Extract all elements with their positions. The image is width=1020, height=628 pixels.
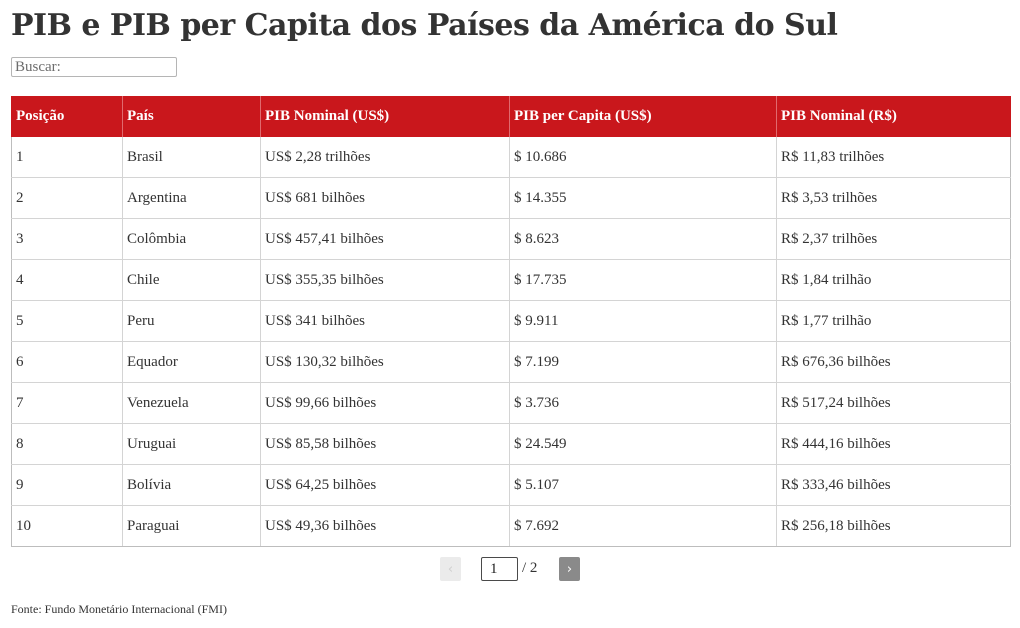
cell-pib-per-capita: $ 5.107	[509, 464, 777, 506]
page-number-input[interactable]	[481, 557, 518, 581]
chevron-right-icon: ›	[566, 561, 573, 577]
cell-pais: Chile	[122, 259, 261, 301]
table-row: 3 Colômbia US$ 457,41 bilhões $ 8.623 R$…	[11, 218, 1011, 260]
cell-pais: Argentina	[122, 177, 261, 219]
prev-page-button[interactable]: ‹	[440, 557, 461, 581]
cell-pib-nominal-brl: R$ 676,36 bilhões	[776, 341, 1011, 383]
source-note: Fonte: Fundo Monetário Internacional (FM…	[11, 602, 227, 616]
cell-pib-nominal-usd: US$ 341 bilhões	[260, 300, 510, 342]
cell-pib-per-capita: $ 9.911	[509, 300, 777, 342]
cell-pib-per-capita: $ 10.686	[509, 137, 777, 178]
cell-pib-nominal-usd: US$ 457,41 bilhões	[260, 218, 510, 260]
cell-pib-nominal-usd: US$ 99,66 bilhões	[260, 382, 510, 424]
header-pais[interactable]: País	[122, 96, 261, 137]
cell-pais: Colômbia	[122, 218, 261, 260]
cell-posicao: 10	[11, 505, 123, 547]
header-pib-nominal-brl[interactable]: PIB Nominal (R$)	[776, 96, 1011, 137]
next-page-button[interactable]: ›	[559, 557, 580, 581]
cell-pib-per-capita: $ 7.692	[509, 505, 777, 547]
table-row: 5 Peru US$ 341 bilhões $ 9.911 R$ 1,77 t…	[11, 300, 1011, 342]
cell-pib-nominal-brl: R$ 1,77 trilhão	[776, 300, 1011, 342]
cell-posicao: 7	[11, 382, 123, 424]
cell-pib-nominal-usd: US$ 681 bilhões	[260, 177, 510, 219]
cell-pais: Bolívia	[122, 464, 261, 506]
gdp-table: Posição País PIB Nominal (US$) PIB per C…	[11, 96, 1011, 547]
page-total: / 2	[522, 560, 538, 576]
cell-pais: Uruguai	[122, 423, 261, 465]
cell-pib-per-capita: $ 7.199	[509, 341, 777, 383]
cell-pib-per-capita: $ 3.736	[509, 382, 777, 424]
pagination: ‹ / 2 ›	[0, 557, 1020, 581]
cell-pib-nominal-brl: R$ 1,84 trilhão	[776, 259, 1011, 301]
cell-posicao: 6	[11, 341, 123, 383]
table-row: 10 Paraguai US$ 49,36 bilhões $ 7.692 R$…	[11, 505, 1011, 547]
header-posicao[interactable]: Posição	[11, 96, 123, 137]
cell-posicao: 3	[11, 218, 123, 260]
cell-pib-nominal-brl: R$ 333,46 bilhões	[776, 464, 1011, 506]
table-header-row: Posição País PIB Nominal (US$) PIB per C…	[11, 96, 1011, 137]
cell-pib-nominal-usd: US$ 85,58 bilhões	[260, 423, 510, 465]
cell-pib-nominal-brl: R$ 517,24 bilhões	[776, 382, 1011, 424]
cell-pib-nominal-usd: US$ 130,32 bilhões	[260, 341, 510, 383]
cell-pais: Paraguai	[122, 505, 261, 547]
cell-pib-per-capita: $ 24.549	[509, 423, 777, 465]
cell-posicao: 2	[11, 177, 123, 219]
cell-pib-per-capita: $ 17.735	[509, 259, 777, 301]
table-row: 7 Venezuela US$ 99,66 bilhões $ 3.736 R$…	[11, 382, 1011, 424]
cell-posicao: 1	[11, 137, 123, 178]
cell-pib-per-capita: $ 14.355	[509, 177, 777, 219]
page-title: PIB e PIB per Capita dos Países da Améri…	[11, 8, 838, 43]
cell-posicao: 4	[11, 259, 123, 301]
cell-pib-nominal-brl: R$ 444,16 bilhões	[776, 423, 1011, 465]
cell-pib-per-capita: $ 8.623	[509, 218, 777, 260]
cell-pib-nominal-usd: US$ 64,25 bilhões	[260, 464, 510, 506]
table-row: 1 Brasil US$ 2,28 trilhões $ 10.686 R$ 1…	[11, 137, 1011, 178]
cell-pais: Venezuela	[122, 382, 261, 424]
cell-pib-nominal-usd: US$ 49,36 bilhões	[260, 505, 510, 547]
cell-posicao: 5	[11, 300, 123, 342]
cell-pib-nominal-brl: R$ 11,83 trilhões	[776, 137, 1011, 178]
header-pib-nominal-usd[interactable]: PIB Nominal (US$)	[260, 96, 510, 137]
table-row: 9 Bolívia US$ 64,25 bilhões $ 5.107 R$ 3…	[11, 464, 1011, 506]
cell-pib-nominal-brl: R$ 256,18 bilhões	[776, 505, 1011, 547]
cell-pais: Brasil	[122, 137, 261, 178]
cell-posicao: 8	[11, 423, 123, 465]
search-input[interactable]	[11, 57, 177, 77]
cell-pais: Equador	[122, 341, 261, 383]
chevron-left-icon: ‹	[447, 561, 454, 577]
table-row: 6 Equador US$ 130,32 bilhões $ 7.199 R$ …	[11, 341, 1011, 383]
cell-pib-nominal-usd: US$ 2,28 trilhões	[260, 137, 510, 178]
table-row: 4 Chile US$ 355,35 bilhões $ 17.735 R$ 1…	[11, 259, 1011, 301]
table-row: 2 Argentina US$ 681 bilhões $ 14.355 R$ …	[11, 177, 1011, 219]
cell-pib-nominal-brl: R$ 3,53 trilhões	[776, 177, 1011, 219]
cell-posicao: 9	[11, 464, 123, 506]
header-pib-per-capita[interactable]: PIB per Capita (US$)	[509, 96, 777, 137]
cell-pib-nominal-brl: R$ 2,37 trilhões	[776, 218, 1011, 260]
cell-pib-nominal-usd: US$ 355,35 bilhões	[260, 259, 510, 301]
cell-pais: Peru	[122, 300, 261, 342]
table-row: 8 Uruguai US$ 85,58 bilhões $ 24.549 R$ …	[11, 423, 1011, 465]
